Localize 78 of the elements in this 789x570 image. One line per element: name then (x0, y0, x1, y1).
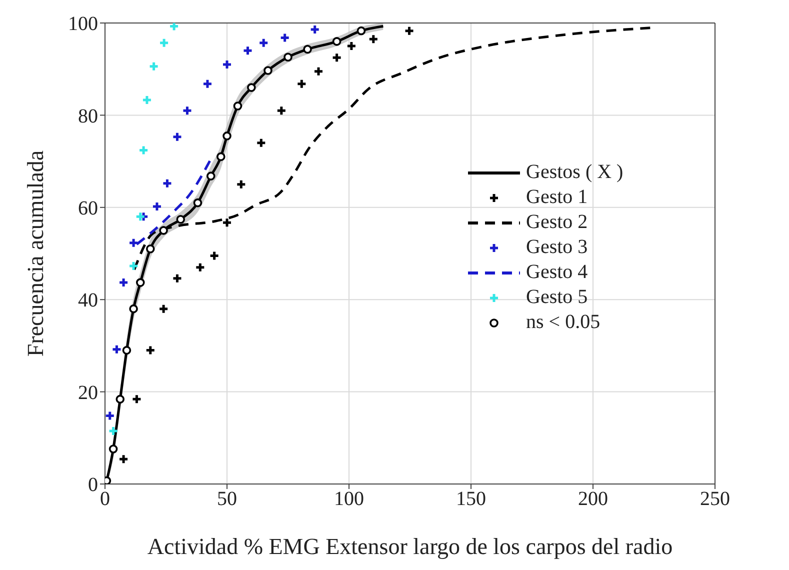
point (258, 38, 269, 48)
point (310, 24, 320, 35)
point (111, 344, 122, 355)
point (142, 94, 152, 106)
x-tick-label: 50 (217, 488, 237, 510)
x-tick-label: 200 (578, 488, 608, 510)
y-tick-label: 40 (78, 290, 98, 312)
point (193, 198, 202, 208)
legend-label: Gesto 3 (526, 236, 588, 259)
x-axis-title: Actividad % EMG Extensor largo de los carpos del radio (147, 534, 673, 559)
point (148, 61, 160, 72)
legend-label: Gesto 2 (526, 211, 588, 234)
point (303, 44, 312, 54)
point (236, 179, 246, 190)
point (162, 178, 172, 189)
legend-label: Gestos ( X ) (526, 161, 624, 184)
point (313, 66, 324, 77)
point (222, 217, 232, 228)
point (152, 201, 162, 212)
point (368, 34, 379, 44)
point (233, 102, 242, 110)
point (222, 59, 232, 70)
point (194, 262, 206, 273)
point (168, 23, 180, 32)
x-tick-label: 250 (700, 488, 730, 510)
point (346, 40, 357, 52)
point (202, 78, 213, 90)
point (118, 454, 129, 464)
point (176, 214, 186, 224)
point (108, 426, 119, 436)
point (116, 394, 125, 404)
point (136, 278, 145, 287)
x-tick-label: 100 (334, 488, 364, 510)
legend-label: Gesto 4 (526, 261, 588, 284)
point (172, 273, 182, 284)
point (122, 346, 132, 355)
point (108, 444, 118, 454)
point (256, 138, 266, 148)
point (209, 250, 220, 262)
y-tick-label: 60 (78, 198, 98, 220)
point (128, 260, 139, 272)
point (158, 38, 170, 48)
point (332, 52, 342, 63)
legend-label: Gesto 5 (526, 286, 588, 309)
point (332, 37, 342, 46)
point (145, 345, 156, 356)
point (264, 66, 272, 75)
point (118, 277, 129, 288)
y-tick-label: 100 (68, 13, 98, 36)
point (159, 226, 168, 235)
point (105, 410, 116, 422)
y-axis-title: Frecuencia acumulada (23, 150, 48, 357)
point (356, 26, 366, 36)
point (280, 32, 290, 43)
point (135, 211, 146, 222)
point (129, 304, 138, 314)
y-tick-label: 80 (78, 105, 98, 128)
point (296, 78, 307, 90)
point (131, 394, 142, 404)
legend-label: ns < 0.05 (526, 311, 600, 334)
y-tick-label: 0 (88, 474, 98, 496)
point (242, 45, 253, 56)
point (404, 26, 415, 36)
legend-label: Gesto 1 (526, 186, 588, 209)
point (216, 152, 226, 162)
point (247, 83, 256, 92)
point (128, 238, 139, 248)
point (146, 244, 155, 254)
point (172, 132, 182, 142)
x-tick-label: 150 (456, 488, 486, 510)
point (158, 304, 169, 314)
point (276, 105, 287, 116)
point (206, 172, 216, 180)
point (284, 52, 292, 62)
point (182, 105, 192, 116)
point (222, 132, 232, 140)
point (138, 144, 149, 156)
y-tick-label: 20 (78, 382, 98, 404)
